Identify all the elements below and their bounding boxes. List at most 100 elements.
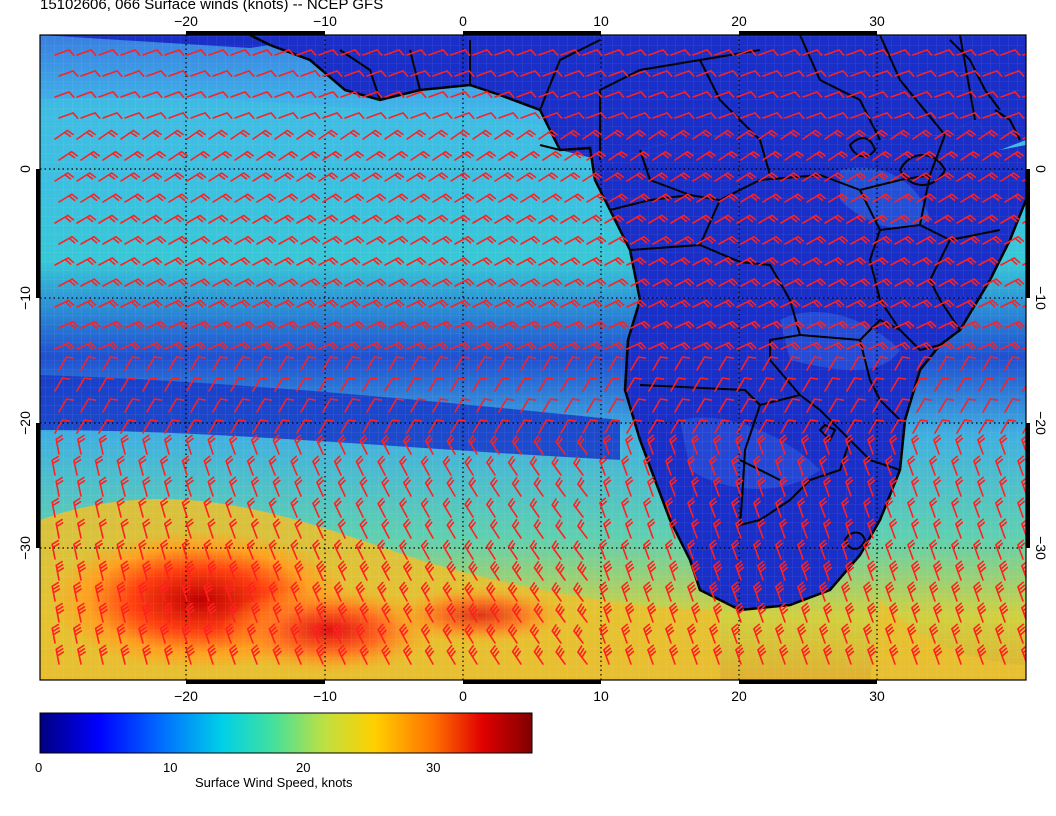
- wind-barb: [696, 70, 717, 77]
- lon-label-top: −10: [313, 13, 337, 29]
- wind-barb: [538, 377, 555, 392]
- wind-barb: [51, 497, 60, 518]
- wind-barb: [94, 581, 104, 602]
- wind-barb: [775, 455, 784, 476]
- wind-barb: [648, 257, 669, 266]
- wind-barb: [490, 603, 500, 623]
- wind-barb: [586, 320, 607, 329]
- wind-barb: [296, 129, 316, 140]
- wind-barb: [476, 193, 497, 203]
- wind-barb: [120, 257, 141, 266]
- wind-barb: [779, 560, 789, 581]
- wind-barb: [784, 150, 804, 161]
- wind-barb: [608, 193, 629, 203]
- wind-barb: [696, 150, 716, 161]
- wind-barb: [168, 278, 189, 287]
- wind-barb: [846, 299, 867, 308]
- wind-barb: [735, 602, 745, 623]
- wind-barb: [160, 581, 169, 602]
- wind-barb: [54, 49, 75, 56]
- wind-barb: [845, 602, 855, 623]
- wind-barb: [960, 278, 981, 287]
- wind-barb: [982, 235, 1003, 245]
- wind-barb: [337, 602, 348, 623]
- wind-barb: [762, 320, 783, 329]
- wind-barb: [124, 398, 141, 413]
- wind-barb: [867, 560, 877, 581]
- wind-barb: [560, 419, 577, 434]
- wind-barb: [674, 398, 691, 413]
- wind-barb: [230, 214, 251, 224]
- wind-barb: [472, 419, 489, 434]
- wind-barb: [841, 539, 850, 560]
- wind-barb: [691, 644, 701, 665]
- wind-barb: [520, 150, 540, 161]
- wind-barb: [714, 214, 735, 224]
- wind-barb: [775, 581, 785, 602]
- wind-barb: [355, 497, 364, 518]
- wind-barb: [784, 356, 801, 371]
- wind-barb: [934, 214, 955, 224]
- wind-barb: [718, 235, 739, 245]
- wind-barb: [229, 560, 239, 581]
- wind-barb: [498, 278, 519, 287]
- lon-label-bottom: 30: [869, 688, 885, 704]
- wind-barb: [582, 214, 603, 224]
- wind-barb: [362, 377, 379, 392]
- wind-barb: [691, 476, 700, 497]
- wind-barb: [718, 150, 738, 161]
- wind-barb: [446, 560, 456, 581]
- wind-barb: [76, 377, 93, 392]
- wind-barb: [76, 419, 93, 434]
- wind-barb: [203, 497, 212, 518]
- wind-barb: [102, 150, 122, 161]
- wind-barb: [476, 398, 493, 413]
- wind-barb: [978, 129, 998, 140]
- wind-barb: [300, 235, 321, 245]
- wind-barb: [98, 419, 115, 434]
- wind-barb: [190, 320, 211, 329]
- wind-barb: [252, 342, 273, 350]
- wind-barb: [296, 214, 317, 224]
- wind-barb: [318, 342, 339, 350]
- wind-barb: [806, 235, 827, 245]
- wind-barb: [894, 70, 915, 77]
- wind-barb: [322, 235, 343, 245]
- wind-barb: [450, 172, 471, 182]
- wind-barb: [230, 419, 247, 434]
- wind-barb: [116, 623, 126, 644]
- wind-barb: [621, 581, 631, 602]
- wind-barb: [894, 235, 915, 245]
- wind-barb: [428, 91, 449, 98]
- wind-barb: [934, 172, 955, 182]
- wind-barb: [185, 476, 194, 497]
- wind-barb: [399, 497, 408, 518]
- wind-barb: [1017, 497, 1026, 518]
- wind-barb: [551, 456, 562, 476]
- wind-barb: [929, 581, 939, 602]
- wind-barb: [872, 193, 893, 203]
- wind-barb: [432, 150, 452, 161]
- wind-barb: [225, 623, 235, 644]
- wind-barb: [713, 434, 722, 455]
- wind-barb: [511, 477, 522, 497]
- wind-barb: [318, 257, 339, 266]
- wind-barb: [268, 497, 277, 518]
- wind-barb: [912, 172, 933, 182]
- wind-barb: [555, 561, 566, 581]
- wind-barb: [625, 434, 634, 455]
- wind-barb: [230, 377, 247, 392]
- wind-barb: [850, 356, 867, 371]
- wind-barb: [312, 497, 320, 518]
- wind-barb: [1000, 299, 1021, 308]
- wind-barb: [846, 419, 863, 434]
- wind-barb: [142, 476, 151, 497]
- wind-barb: [516, 91, 537, 98]
- wind-barb: [388, 70, 409, 77]
- wind-barb: [318, 419, 335, 434]
- wind-barb: [252, 49, 273, 56]
- wind-barb: [246, 581, 257, 602]
- wind-barb: [868, 49, 889, 56]
- wind-barb: [212, 320, 233, 329]
- wind-barb: [476, 320, 497, 329]
